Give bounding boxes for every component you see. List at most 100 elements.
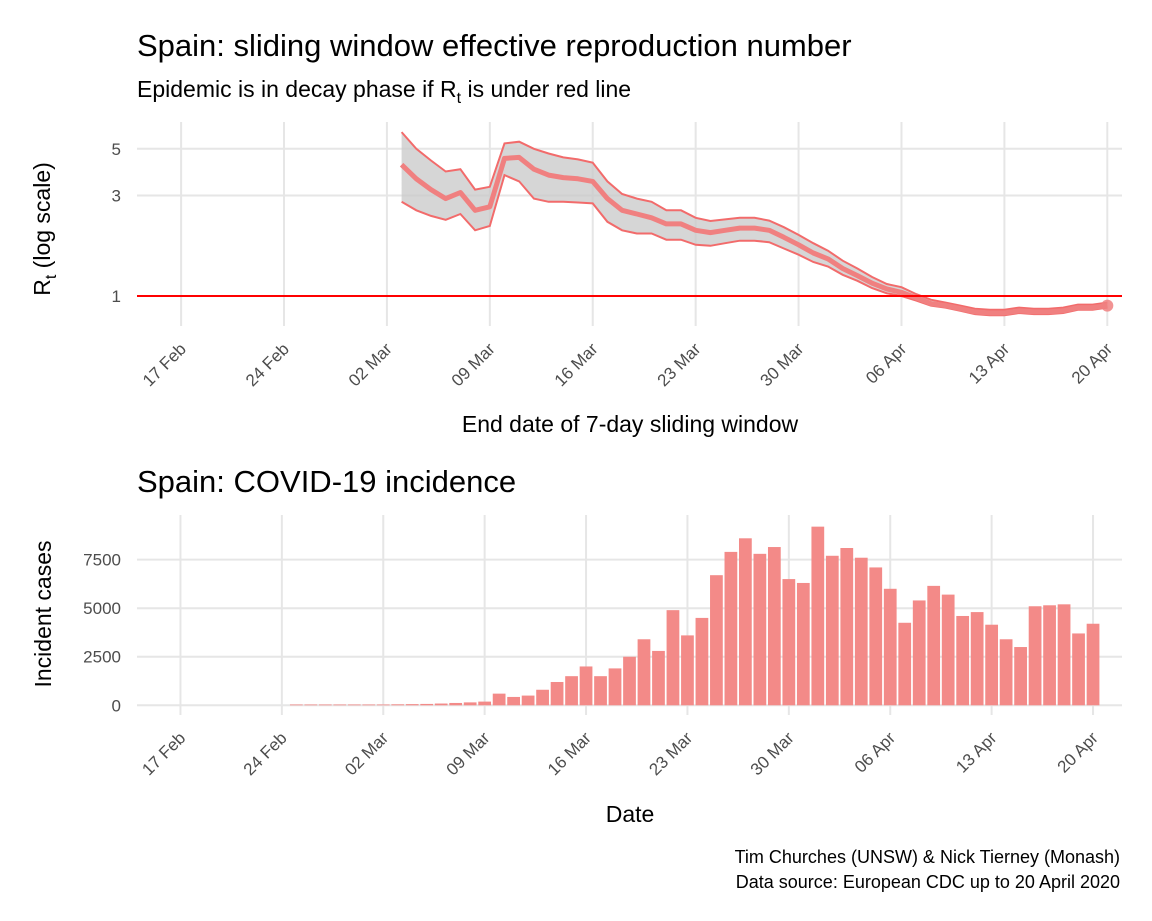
incidence-x-tick-label: 17 Feb xyxy=(138,728,189,779)
caption-authors: Tim Churches (UNSW) & Nick Tierney (Mona… xyxy=(735,847,1120,867)
incidence-bar xyxy=(608,668,622,706)
incidence-y-tick-label: 0 xyxy=(112,696,121,715)
rt-chart-subtitle: Epidemic is in decay phase if Rt is unde… xyxy=(137,76,631,107)
incidence-x-tick-label: 02 Mar xyxy=(341,728,392,779)
incidence-bar xyxy=(521,695,535,706)
incidence-bar xyxy=(883,588,897,706)
incidence-bar xyxy=(405,704,419,706)
incidence-bar xyxy=(594,676,607,706)
incidence-x-tick-label: 30 Mar xyxy=(747,728,798,779)
incidence-bar xyxy=(536,689,549,706)
incidence-bar xyxy=(796,582,810,706)
rt-x-tick-label: 13 Apr xyxy=(965,339,1013,387)
incidence-y-tick-label: 5000 xyxy=(83,599,121,618)
incidence-bar xyxy=(1057,604,1071,706)
incidence-y-axis-title: Incident cases xyxy=(30,540,56,687)
rt-x-tick-label: 23 Mar xyxy=(654,339,705,390)
incidence-bar xyxy=(637,639,651,706)
incidence-y-tick-label: 7500 xyxy=(83,551,121,570)
incidence-bar xyxy=(898,622,912,706)
incidence-bar xyxy=(1014,647,1027,706)
rt-y-tick-label: 1 xyxy=(112,287,121,306)
incidence-bar xyxy=(376,704,390,706)
rt-x-tick-label: 06 Apr xyxy=(862,339,910,387)
incidence-x-tick-label: 23 Mar xyxy=(645,728,696,779)
incidence-x-tick-label: 24 Feb xyxy=(240,728,291,779)
incidence-bar xyxy=(753,553,767,706)
incidence-bar xyxy=(825,555,839,706)
rt-x-tick-label: 02 Mar xyxy=(345,339,396,390)
rt-lines-group xyxy=(137,131,1122,317)
incidence-bar xyxy=(956,615,970,706)
rt-x-tick-label: 17 Feb xyxy=(139,339,190,390)
incidence-bar xyxy=(434,703,448,706)
incidence-bar xyxy=(478,701,492,706)
incidence-bar xyxy=(420,703,434,706)
rt-x-tick-label: 24 Feb xyxy=(242,339,293,390)
incidence-bar xyxy=(767,547,781,706)
incidence-bar xyxy=(840,548,854,706)
incidence-bar xyxy=(681,635,694,706)
incidence-x-tick-label: 20 Apr xyxy=(1054,728,1102,776)
rt-median-line xyxy=(399,154,1108,316)
incidence-bar xyxy=(941,594,955,706)
incidence-bar xyxy=(1072,633,1085,706)
incidence-bar xyxy=(869,567,883,706)
incidence-bar xyxy=(710,575,723,706)
incidence-x-axis-title: Date xyxy=(606,801,655,827)
incidence-bar xyxy=(289,704,303,706)
rt-upper-bound-line xyxy=(400,131,1108,311)
incidence-bar xyxy=(985,624,999,706)
incidence-bars-group xyxy=(289,526,1100,706)
incidence-bar xyxy=(333,704,347,706)
rt-x-tick-label: 20 Apr xyxy=(1068,339,1116,387)
rt-y-tick-label: 5 xyxy=(112,140,121,159)
incidence-bar xyxy=(666,610,680,706)
incidence-gridlines xyxy=(137,515,1122,715)
incidence-bar xyxy=(347,704,361,706)
incidence-bar xyxy=(550,681,564,706)
incidence-bar xyxy=(304,704,318,706)
rt-y-tick-label: 3 xyxy=(112,186,121,205)
incidence-x-tick-label: 06 Apr xyxy=(851,728,899,776)
incidence-bar xyxy=(912,600,926,706)
incidence-bar xyxy=(362,704,376,706)
incidence-bar xyxy=(1043,605,1056,706)
incidence-chart-title: Spain: COVID-19 incidence xyxy=(137,464,516,499)
rt-tick-labels: 17 Feb 24 Feb 02 Mar 09 Mar 16 Mar 23 Mar 30 M… xyxy=(112,140,1117,390)
incidence-bar xyxy=(724,551,738,706)
incidence-bar xyxy=(623,656,636,706)
incidence-bar xyxy=(1086,623,1100,706)
rt-last-point xyxy=(1101,299,1114,312)
incidence-bar xyxy=(318,704,332,706)
incidence-bar xyxy=(970,612,984,706)
rt-chart-title: Spain: sliding window effective reproduc… xyxy=(137,28,852,63)
incidence-bar xyxy=(463,702,477,706)
incidence-bar xyxy=(854,557,868,706)
rt-x-tick-label: 30 Mar xyxy=(757,339,808,390)
incidence-bar xyxy=(1028,606,1042,706)
incidence-bar xyxy=(449,702,463,706)
incidence-bar xyxy=(811,526,825,706)
incidence-bar xyxy=(492,693,506,706)
incidence-x-tick-label: 09 Mar xyxy=(443,728,494,779)
rt-x-axis-title: End date of 7-day sliding window xyxy=(462,411,799,437)
incidence-bar xyxy=(652,650,665,706)
incidence-bar xyxy=(507,696,520,706)
incidence-bar xyxy=(565,676,578,706)
caption-source: Data source: European CDC up to 20 April… xyxy=(736,872,1120,892)
incidence-x-tick-label: 16 Mar xyxy=(544,728,595,779)
incidence-bar xyxy=(739,538,752,706)
incidence-x-tick-label: 13 Apr xyxy=(952,728,1000,776)
rt-x-tick-label: 09 Mar xyxy=(448,339,499,390)
incidence-y-tick-label: 2500 xyxy=(83,648,121,667)
incidence-bar xyxy=(782,579,796,706)
rt-y-axis-title: Rt (log scale) xyxy=(29,162,60,296)
incidence-bar xyxy=(579,666,593,706)
incidence-bar xyxy=(999,639,1013,706)
incidence-bar xyxy=(391,704,405,706)
rt-x-tick-label: 16 Mar xyxy=(551,339,602,390)
incidence-bar xyxy=(927,585,941,706)
incidence-bar xyxy=(695,617,709,706)
